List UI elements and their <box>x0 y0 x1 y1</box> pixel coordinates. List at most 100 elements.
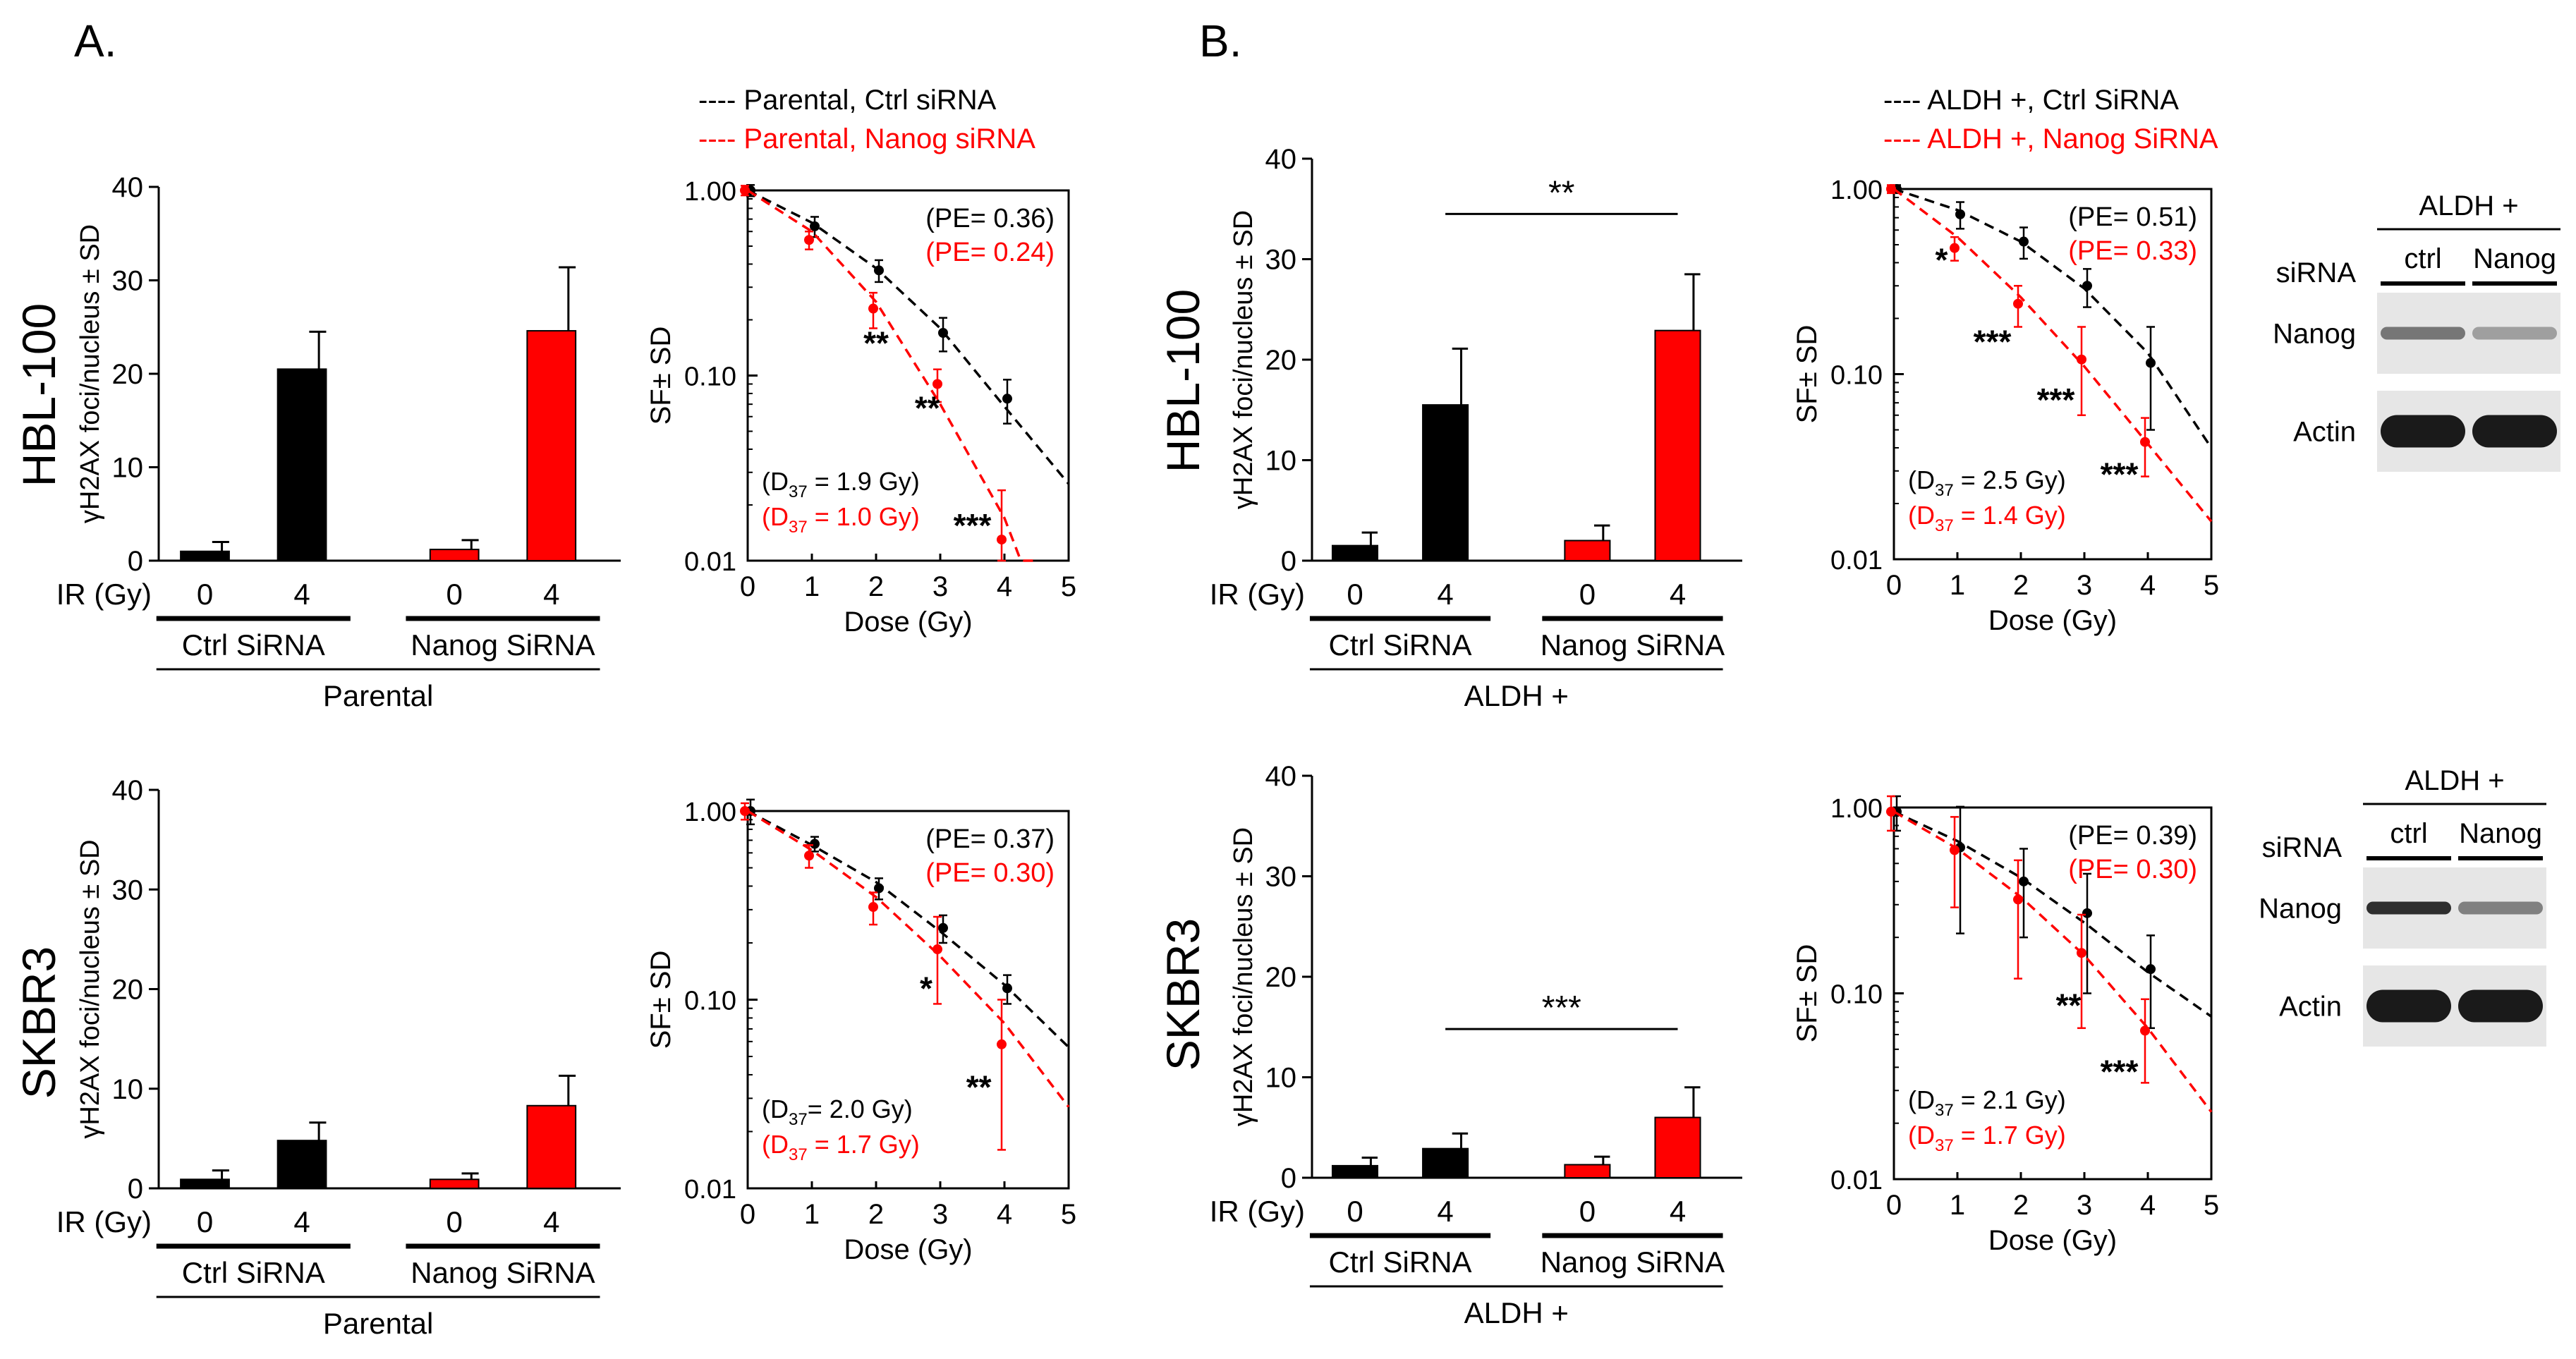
x-tick-label: 1 <box>1950 570 1965 601</box>
bar <box>1564 1164 1611 1178</box>
bar <box>277 1140 327 1189</box>
dose-label: 4 <box>293 578 310 611</box>
y-tick-label: 0 <box>128 1174 143 1205</box>
blot-band <box>2472 415 2557 448</box>
blot-band <box>2472 327 2557 340</box>
dose-label: 0 <box>446 578 463 611</box>
d37-label-black: (D37 = 1.9 Gy) <box>762 467 920 501</box>
x-tick-label: 5 <box>2204 1190 2219 1221</box>
blot-band <box>2367 989 2451 1023</box>
y-axis-title: γH2AX foci/nucleus ± SD <box>1229 210 1258 509</box>
data-point-black <box>874 883 884 894</box>
dose-label: 0 <box>1347 578 1363 611</box>
d37-subscript: 37 <box>1935 1136 1954 1155</box>
d37-text: (D <box>1908 1121 1935 1150</box>
y-tick-label: 10 <box>112 453 144 484</box>
bar <box>1331 544 1379 561</box>
y-tick-label: 1.00 <box>1830 794 1883 824</box>
data-point-red <box>804 851 814 861</box>
data-point-red <box>2077 354 2086 365</box>
d37-text: = 2.5 Gy) <box>1954 465 2066 494</box>
data-point-red <box>1950 845 1960 855</box>
y-tick-label: 0.01 <box>684 547 736 577</box>
blot-row-label: Nanog <box>2273 319 2356 350</box>
d37-text: (D <box>1908 465 1935 494</box>
d37-text: = 2.0 Gy) <box>808 1095 913 1123</box>
blot-header: ALDH + <box>2405 765 2504 796</box>
y-axis-title: γH2AX foci/nucleus ± SD <box>75 839 105 1138</box>
data-point-black <box>810 839 820 849</box>
x-tick-label: 1 <box>804 571 820 602</box>
fit-curve-black <box>1893 188 2213 449</box>
row-label-hbl100-b: HBL-100 <box>1157 289 1209 473</box>
group-label: Ctrl SiRNA <box>1329 628 1472 662</box>
dose-label: 0 <box>446 1205 463 1238</box>
y-axis-title: γH2AX foci/nucleus ± SD <box>75 224 105 523</box>
d37-subscript: 37 <box>789 482 808 501</box>
dose-label: 0 <box>197 1205 213 1238</box>
lane-label: Nanog <box>2473 243 2556 274</box>
fit-curve-red <box>1893 810 2213 1113</box>
data-point-black <box>810 221 820 231</box>
data-point-black <box>938 922 948 933</box>
data-point-black <box>938 328 948 339</box>
ir-label: IR (Gy) <box>1210 578 1305 611</box>
legend-b-red: ---- ALDH +, Nanog SiRNA <box>1883 123 2218 154</box>
data-point-red <box>740 806 750 816</box>
cell-type-label: ALDH + <box>1464 1296 1569 1329</box>
significance-stars: *** <box>2101 1053 2139 1090</box>
x-tick-label: 2 <box>2013 570 2029 601</box>
fit-curve-black <box>1893 810 2213 1018</box>
y-tick-label: 40 <box>1265 761 1297 792</box>
y-tick-label: 0 <box>1281 546 1296 577</box>
data-point-black <box>2082 908 2092 918</box>
dose-label: 0 <box>197 578 213 611</box>
data-point-black <box>2146 964 2156 975</box>
y-tick-label: 30 <box>112 266 144 297</box>
x-tick-label: 0 <box>740 571 755 602</box>
y-tick-label: 0 <box>1281 1163 1296 1194</box>
dose-label: 0 <box>1579 578 1596 611</box>
y-tick-label: 20 <box>112 359 144 390</box>
data-point-red <box>804 235 814 245</box>
significance-stars: ** <box>966 1068 992 1105</box>
x-tick-label: 3 <box>2077 1190 2092 1221</box>
dose-label: 4 <box>1670 578 1686 611</box>
data-point-red <box>740 185 750 195</box>
d37-text: (D <box>762 1130 789 1159</box>
x-axis-title: Dose (Gy) <box>844 1234 972 1265</box>
data-point-red <box>997 535 1007 545</box>
y-axis-title: SF± SD <box>1792 944 1823 1043</box>
ir-label: IR (Gy) <box>56 578 152 611</box>
significance-stars: ** <box>863 325 889 362</box>
bar <box>1422 404 1469 561</box>
x-axis-title: Dose (Gy) <box>1988 1225 2117 1256</box>
cell-type-label: Parental <box>323 1307 433 1340</box>
pe-label-black: (PE= 0.36) <box>925 204 1055 233</box>
d37-text: (D <box>762 1095 789 1123</box>
y-tick-label: 40 <box>1265 144 1297 175</box>
y-tick-label: 0 <box>128 546 143 577</box>
y-tick-label: 0.01 <box>684 1175 736 1205</box>
blot-band <box>2458 901 2543 915</box>
x-axis-title: Dose (Gy) <box>1988 605 2117 636</box>
ir-label: IR (Gy) <box>1210 1195 1305 1228</box>
survival-curve-parental-skbr3: 0 1 2 3 4 5 Dose (Gy) 1.00 0.10 0.01 SF± SD (PE= 0.… <box>645 798 1076 1265</box>
data-point-black <box>1002 983 1012 994</box>
x-tick-label: 3 <box>932 1199 948 1230</box>
legend-b-black: ---- ALDH +, Ctrl SiRNA <box>1883 85 2179 116</box>
d37-label-red: (D37 = 1.0 Gy) <box>762 502 920 537</box>
survival-curve-aldh-hbl100: 0 1 2 3 4 5 Dose (Gy) 1.00 0.10 0.01 SF± SD (PE= 0.… <box>1792 176 2219 636</box>
x-tick-label: 3 <box>932 571 948 602</box>
group-label: Ctrl SiRNA <box>182 1256 325 1289</box>
lane-label: ctrl <box>2404 243 2441 274</box>
y-tick-label: 1.00 <box>684 177 736 207</box>
y-tick-label: 40 <box>112 775 144 806</box>
y-tick-label: 0.10 <box>1830 980 1883 1010</box>
d37-label-black: (D37 = 2.5 Gy) <box>1908 465 2066 500</box>
significance-stars: ** <box>1548 174 1574 212</box>
lane-label: ctrl <box>2390 818 2427 849</box>
blot-band <box>2381 415 2465 448</box>
row-label-skbr3-a: SKBR3 <box>13 946 65 1099</box>
